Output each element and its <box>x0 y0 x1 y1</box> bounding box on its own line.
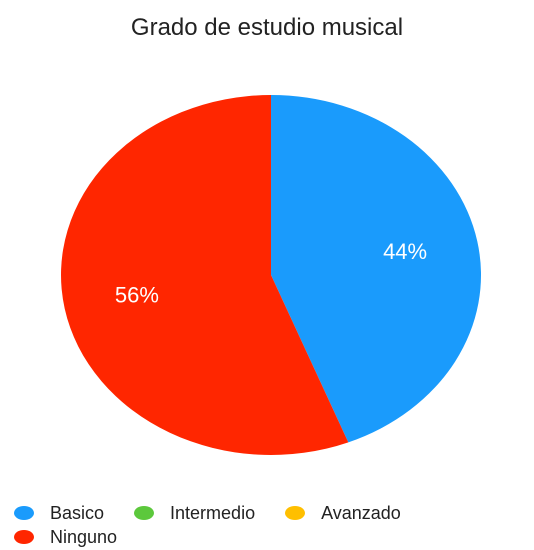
pie-slice-ninguno <box>61 95 349 455</box>
legend-swatch-avanzado <box>285 506 306 520</box>
pie-slices <box>61 95 482 455</box>
legend-swatch-ninguno <box>14 530 34 544</box>
legend-item-basico: Basico <box>14 503 104 523</box>
legend-swatch-intermedio <box>134 506 155 520</box>
legend-item-avanzado: Avanzado <box>285 503 401 523</box>
legend-swatch-basico <box>14 506 34 520</box>
legend-label: Ninguno <box>50 527 118 547</box>
slice-label-ninguno: 56% <box>115 283 159 308</box>
chart-title: Grado de estudio musical <box>130 14 404 41</box>
pie-slice-basico <box>271 95 482 443</box>
pie-labels: 44% 56% <box>115 239 427 308</box>
legend-label: Intermedio <box>170 503 256 523</box>
chart-legend: Basico Intermedio Avanzado Ninguno <box>14 503 529 547</box>
legend-item-intermedio: Intermedio <box>134 503 255 523</box>
slice-label-basico: 44% <box>383 239 427 264</box>
pie-chart: 44% 56% <box>61 95 482 455</box>
legend-item-ninguno: Ninguno <box>14 527 117 547</box>
legend-label: Basico <box>50 503 105 523</box>
legend-label: Avanzado <box>321 503 401 523</box>
